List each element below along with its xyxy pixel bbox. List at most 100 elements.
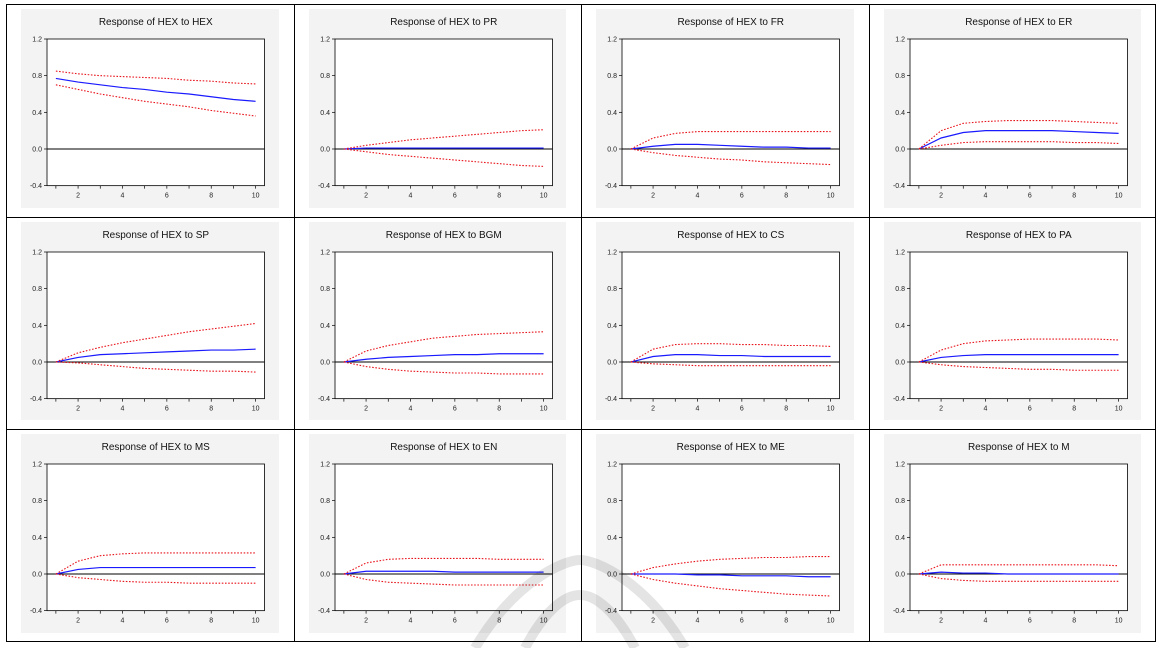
y-tick-label: 0.0 [895,359,905,366]
x-tick-label: 8 [209,405,213,412]
chart-title: Response of HEX to SP [102,230,209,241]
y-tick-label: 1.2 [895,36,905,43]
irf-chart: Response of HEX to HEX -0.4 0.0 0.4 0.8 1.2 2 4… [30,17,265,200]
irf-chart: Response of HEX to FR -0.4 0.0 0.4 0.8 1.2 2 4 6… [605,17,840,200]
y-tick-label: 0.0 [320,359,330,366]
x-tick-label: 10 [252,193,260,200]
lower-band-line [343,361,544,375]
plot-frame [621,251,840,399]
y-tick-label: 0.0 [32,572,42,579]
response-line [630,353,831,363]
x-tick-label: 8 [1072,618,1076,625]
plot-frame [334,463,553,612]
chart-cell: Response of HEX to ME -0.4 0.0 0.4 0.8 1.2 2 4 6… [581,429,869,642]
chart-title: Response of HEX to MS [102,442,211,453]
x-tick-label: 6 [452,618,456,625]
irf-chart: Response of HEX to EN -0.4 0.0 0.4 0.8 1.2 2 4 6… [317,442,553,625]
x-tick-label: 8 [209,193,213,200]
x-tick-label: 10 [252,618,260,625]
x-tick-label: 2 [939,193,943,200]
table-column-divider [869,4,870,642]
irf-chart: Response of HEX to M -0.4 0.0 0.4 0.8 1.2 2 4 6 8… [892,442,1128,625]
x-tick-label: 2 [76,193,80,200]
upper-band-line [343,129,544,150]
upper-band-line [343,330,544,363]
y-tick-label: 0.8 [32,73,42,80]
y-tick-label: -0.4 [605,396,617,403]
x-tick-label: 10 [1114,193,1122,200]
upper-band-line [343,558,544,575]
response-line [55,567,256,575]
irf-chart: Response of HEX to BGM -0.4 0.0 0.4 0.8 1.2 2 4… [317,230,553,412]
chart-title: Response of HEX to ME [677,442,786,453]
plot-frame [46,251,265,399]
watermark-logo [470,554,690,648]
x-tick-label: 6 [452,405,456,412]
x-tick-label: 10 [827,405,835,412]
chart-panel: Response of HEX to FR -0.4 0.0 0.4 0.8 1.2 2 4 6… [596,9,854,208]
y-tick-label: 0.8 [895,73,905,80]
chart-panel: Response of HEX to SP -0.4 0.0 0.4 0.8 1.2 2 4 6… [21,221,279,421]
chart-title: Response of HEX to ER [965,17,1072,28]
y-tick-label: 0.4 [607,322,617,329]
lower-band-line [630,148,831,166]
y-tick-label: -0.4 [30,396,42,403]
y-tick-label: -0.4 [317,183,329,190]
upper-band-line [918,120,1119,150]
table-row-divider [6,217,1156,218]
y-tick-label: 0.8 [607,286,617,293]
y-tick-label: 0.8 [895,286,905,293]
x-tick-label: 6 [165,193,169,200]
x-tick-label: 10 [827,618,835,625]
y-tick-label: 1.2 [607,249,617,256]
irf-chart: Response of HEX to ER -0.4 0.0 0.4 0.8 1.2 2 4 6… [892,17,1128,200]
plot-frame [334,251,553,399]
y-tick-label: -0.4 [892,396,904,403]
x-tick-label: 2 [76,618,80,625]
plot-frame [621,463,840,612]
chart-cell: Response of HEX to HEX -0.4 0.0 0.4 0.8 1.2 2 4… [6,4,294,217]
x-tick-label: 2 [651,193,655,200]
y-tick-label: 0.4 [32,322,42,329]
x-tick-label: 10 [539,193,547,200]
y-tick-label: -0.4 [317,608,329,615]
x-tick-label: 6 [1027,618,1031,625]
x-tick-label: 4 [696,193,700,200]
response-line [630,573,831,578]
chart-panel: Response of HEX to MS -0.4 0.0 0.4 0.8 1.2 2 4 6… [21,434,279,633]
x-tick-label: 2 [651,618,655,625]
upper-band-line [630,131,831,150]
x-tick-label: 8 [497,618,501,625]
chart-panel: Response of HEX to EN -0.4 0.0 0.4 0.8 1.2 2 4 6… [308,434,566,633]
x-tick-label: 6 [452,193,456,200]
y-tick-label: 0.0 [607,572,617,579]
chart-title: Response of HEX to CS [677,230,784,241]
y-tick-label: 1.2 [32,36,42,43]
response-line [630,143,831,150]
x-tick-label: 10 [827,193,835,200]
chart-cell: Response of HEX to CS -0.4 0.0 0.4 0.8 1.2 2 4 6… [581,217,869,430]
irf-chart: Response of HEX to ME -0.4 0.0 0.4 0.8 1.2 2 4 6… [605,442,840,625]
y-tick-label: 0.8 [607,498,617,505]
upper-band-line [630,556,831,575]
y-tick-label: -0.4 [30,608,42,615]
chart-panel: Response of HEX to ME -0.4 0.0 0.4 0.8 1.2 2 4 6… [596,434,854,633]
x-tick-label: 2 [76,405,80,412]
chart-panel: Response of HEX to ER -0.4 0.0 0.4 0.8 1.2 2 4 6… [883,9,1141,208]
x-tick-label: 8 [784,618,788,625]
chart-cell: Response of HEX to M -0.4 0.0 0.4 0.8 1.2 2 4 6 8… [869,429,1157,642]
y-tick-label: -0.4 [605,608,617,615]
x-tick-label: 6 [740,193,744,200]
y-tick-label: 0.4 [32,110,42,117]
lower-band-line [918,141,1119,150]
y-tick-label: 1.2 [895,462,905,469]
y-tick-label: 0.0 [320,146,330,153]
y-tick-label: 0.4 [32,535,42,542]
y-tick-label: 0.8 [320,73,330,80]
irf-chart: Response of HEX to MS -0.4 0.0 0.4 0.8 1.2 2 4 6… [30,442,265,625]
y-tick-label: 0.0 [32,359,42,366]
y-tick-label: 1.2 [607,36,617,43]
upper-band-line [630,342,831,363]
y-tick-label: 0.8 [32,286,42,293]
x-tick-label: 4 [408,193,412,200]
